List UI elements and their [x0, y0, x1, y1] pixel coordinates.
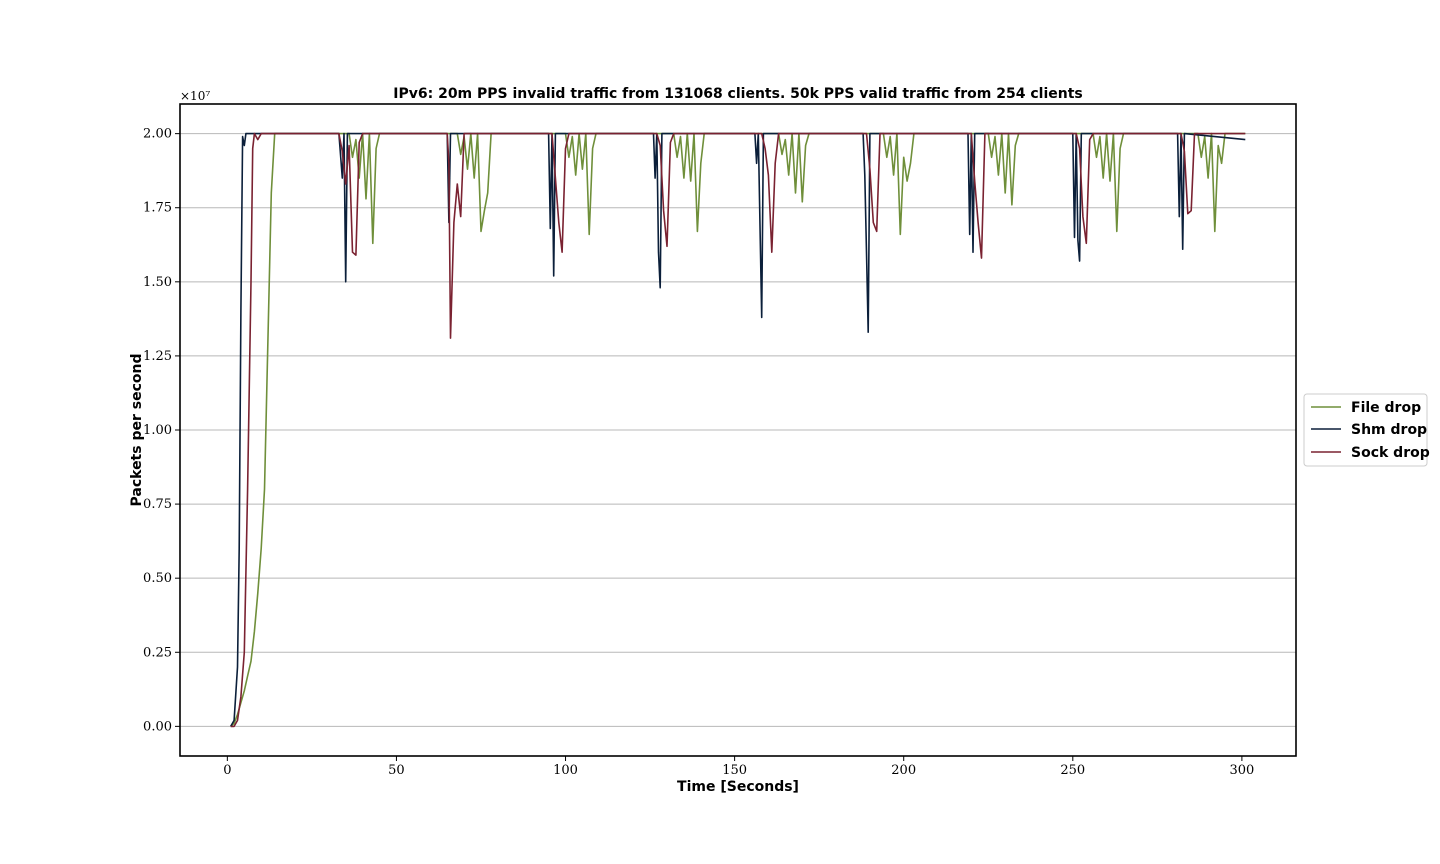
- y-multiplier-label: ×10⁷: [180, 89, 210, 103]
- legend-label-sock-drop: Sock drop: [1351, 445, 1430, 461]
- x-tick-label: 200: [891, 763, 916, 778]
- y-tick-label: 0.50: [143, 571, 172, 586]
- y-axis-label: Packets per second: [129, 354, 145, 507]
- x-tick-label: 50: [388, 763, 405, 778]
- y-tick-label: 0.75: [143, 497, 172, 512]
- y-tick-label: 0.00: [143, 719, 172, 734]
- legend-label-shm-drop: Shm drop: [1351, 422, 1427, 438]
- y-tick-label: 2.00: [143, 127, 172, 142]
- legend: File drop Shm drop Sock drop: [1303, 393, 1430, 467]
- legend-label-file-drop: File drop: [1351, 400, 1421, 416]
- y-tick-label: 0.25: [143, 645, 172, 660]
- grid-lines: [180, 133, 1296, 727]
- y-tick-label: 1.75: [143, 201, 172, 216]
- y-tick-label: 1.25: [143, 349, 172, 364]
- y-tick-label: 1.00: [143, 423, 172, 438]
- x-axis-label: Time [Seconds]: [677, 779, 799, 795]
- x-tick-label: 250: [1060, 763, 1085, 778]
- x-tick-label: 0: [223, 763, 231, 778]
- file-drop-line: [230, 132, 1246, 727]
- y-tick-label: 1.50: [143, 275, 172, 290]
- x-axis-ticks: 0 50 100 150 200 250 300: [223, 756, 1254, 778]
- y-axis-ticks: 0.00 0.25 0.50 0.75 1.00 1.25 1.50 1.75 2.00: [143, 127, 180, 734]
- series-lines: [230, 132, 1246, 728]
- x-tick-label: 100: [553, 763, 578, 778]
- sock-drop-line: [230, 132, 1246, 728]
- x-tick-label: 150: [722, 763, 747, 778]
- chart-title: IPv6: 20m PPS invalid traffic from 13106…: [393, 86, 1082, 102]
- legend-box: [1303, 393, 1428, 467]
- x-tick-label: 300: [1229, 763, 1254, 778]
